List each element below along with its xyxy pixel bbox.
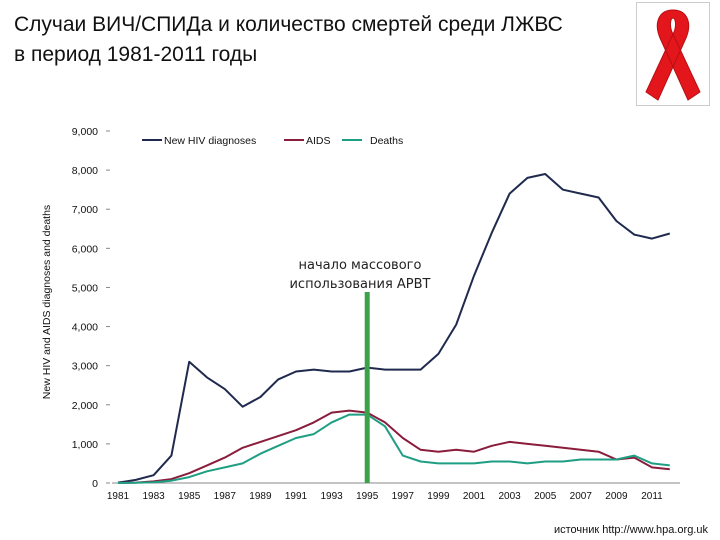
x-tick-label: 1983 bbox=[142, 491, 165, 502]
x-tick-label: 1989 bbox=[249, 491, 272, 502]
y-axis-title: New HIV and AIDS diagnoses and deaths bbox=[41, 205, 53, 399]
y-tick-label: 1,000 bbox=[72, 439, 98, 451]
x-tick-label: 1981 bbox=[107, 491, 130, 502]
y-tick-label: 0 bbox=[92, 478, 98, 490]
x-tick-label: 2003 bbox=[498, 491, 521, 502]
x-tick-label: 1985 bbox=[178, 491, 201, 502]
arvt-start-marker bbox=[364, 292, 370, 483]
y-tick-label: 6,000 bbox=[72, 243, 98, 255]
x-tick-label: 2009 bbox=[605, 491, 628, 502]
x-tick-label: 1997 bbox=[392, 491, 415, 502]
legend-label: AIDS bbox=[306, 135, 331, 147]
chart-legend: New HIV diagnoses AIDS Deaths bbox=[142, 135, 403, 147]
arvt-annotation: начало массового использования АРВТ bbox=[289, 258, 431, 292]
y-tick-label: 7,000 bbox=[72, 204, 98, 216]
x-tick-label: 2005 bbox=[534, 491, 557, 502]
y-tick-label: 5,000 bbox=[72, 282, 98, 294]
series-line-new-hiv-diagnoses bbox=[117, 173, 671, 484]
series-line-deaths bbox=[117, 413, 670, 484]
x-tick-label: 2001 bbox=[463, 491, 486, 502]
y-tick-label: 3,000 bbox=[72, 361, 98, 373]
series-line-aids bbox=[117, 409, 670, 484]
x-tick-label: 2007 bbox=[570, 491, 593, 502]
y-tick-label: 8,000 bbox=[72, 165, 98, 177]
y-tick-label: 2,000 bbox=[72, 400, 98, 412]
x-tick-label: 1999 bbox=[427, 491, 450, 502]
x-tick-label: 2011 bbox=[641, 491, 663, 502]
red-ribbon-icon bbox=[636, 2, 710, 106]
series-lines bbox=[117, 173, 671, 484]
source-note: источник http://www.hpa.org.uk bbox=[553, 524, 708, 536]
y-tick-labels: 0 1,000 2,000 3,000 4,000 5,000 6,000 7,000 8,00… bbox=[72, 126, 110, 490]
y-tick-label: 9,000 bbox=[72, 126, 98, 138]
x-tick-label: 1991 bbox=[285, 491, 308, 502]
x-tick-labels: 1981 1983 1985 1987 1989 1991 1993 1995 1997 1999… bbox=[107, 491, 663, 502]
x-tick-label: 1995 bbox=[356, 491, 379, 502]
page-title: Случаи ВИЧ/СПИДа и количество смертей ср… bbox=[14, 13, 563, 66]
legend-label: Deaths bbox=[370, 135, 403, 147]
legend-label: New HIV diagnoses bbox=[164, 135, 256, 147]
x-tick-label: 1993 bbox=[320, 491, 343, 502]
x-tick-label: 1987 bbox=[214, 491, 237, 502]
y-tick-label: 4,000 bbox=[72, 322, 98, 334]
